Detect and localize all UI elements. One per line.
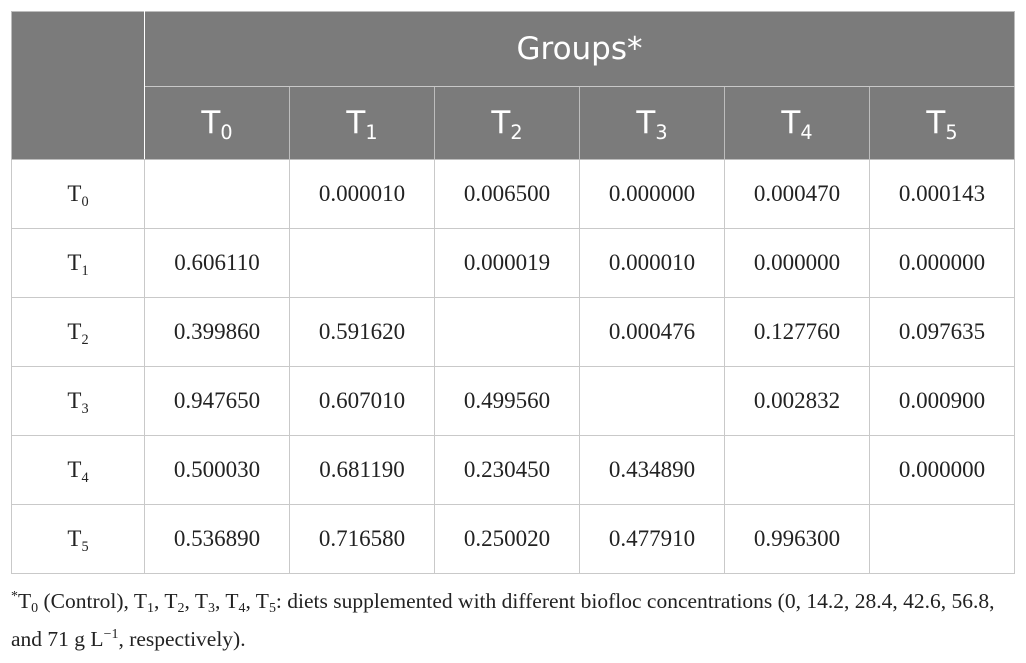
value-cell: 0.000000 (869, 435, 1015, 505)
value-cell: 0.000010 (289, 159, 435, 229)
row-label-t5: T5 (11, 504, 145, 574)
footnote-text: (Control), T (38, 589, 147, 613)
row-label-sub: 3 (81, 400, 89, 417)
footnote-sub: 0 (31, 601, 39, 617)
value-cell: 0.127760 (724, 297, 870, 367)
value-cell (289, 228, 435, 298)
table-row: T0 0.000010 0.006500 0.000000 0.000470 0.0001… (11, 159, 1015, 229)
column-header-sub: 1 (365, 120, 378, 144)
value-cell: 0.000470 (724, 159, 870, 229)
footnote-sub: 1 (147, 601, 154, 617)
row-label-sub: 2 (81, 331, 89, 348)
row-label-base: T (67, 388, 82, 413)
column-header-t4: T4 (724, 86, 870, 160)
value-cell: 0.591620 (289, 297, 435, 367)
value-cell: 0.399860 (144, 297, 290, 367)
value-cell: 0.477910 (579, 504, 725, 574)
value-cell: 0.607010 (289, 366, 435, 436)
value-cell: 0.000000 (724, 228, 870, 298)
footnote-text: : diets supplemented with different biof… (11, 589, 995, 651)
value-cell: 0.000019 (434, 228, 580, 298)
value-cell: 0.606110 (144, 228, 290, 298)
footnote-sub: 3 (207, 601, 215, 617)
value-cell: 0.947650 (144, 366, 290, 436)
table-footnote: *T0 (Control), T1, T2, T3, T4, T5: diets… (11, 584, 1021, 660)
column-header-sub: 4 (800, 120, 813, 144)
value-cell (434, 297, 580, 367)
footnote-sub: 5 (268, 601, 276, 617)
value-cell (724, 435, 870, 505)
table-row: T4 0.500030 0.681190 0.230450 0.434890 0.0000… (11, 435, 1015, 505)
column-header-t5: T5 (869, 86, 1015, 160)
footnote-text: T (17, 589, 32, 613)
value-cell: 0.230450 (434, 435, 580, 505)
row-label-sub: 1 (81, 262, 89, 279)
column-header-base: T (346, 105, 366, 141)
table-row: T1 0.606110 0.000019 0.000010 0.000000 0.0000… (11, 228, 1015, 298)
value-cell: 0.000900 (869, 366, 1015, 436)
footnote-marker: * (11, 589, 18, 605)
value-cell: 0.097635 (869, 297, 1015, 367)
column-header-sub: 3 (655, 120, 668, 144)
value-cell: 0.000010 (579, 228, 725, 298)
footnote-text: , T (214, 589, 239, 613)
footnote-text: , T (153, 589, 178, 613)
value-cell (869, 504, 1015, 574)
footnote-text: , T (184, 589, 208, 613)
column-header-sub: 5 (945, 120, 958, 144)
row-label-t2: T2 (11, 297, 145, 367)
row-label-base: T (67, 181, 82, 206)
column-header-t3: T3 (579, 86, 725, 160)
row-label-base: T (67, 457, 82, 482)
footnote-unit-sup: −1 (103, 627, 119, 643)
row-label-t1: T1 (11, 228, 145, 298)
row-label-t0: T0 (11, 159, 145, 229)
value-cell (579, 366, 725, 436)
row-label-sub: 4 (81, 469, 89, 486)
row-label-sub: 5 (81, 538, 89, 555)
row-label-t4: T4 (11, 435, 145, 505)
footnote-sub: 2 (177, 601, 185, 617)
value-cell: 0.996300 (724, 504, 870, 574)
column-header-base: T (491, 105, 511, 141)
value-cell: 0.002832 (724, 366, 870, 436)
table-row: T2 0.399860 0.591620 0.000476 0.127760 0.0976… (11, 297, 1015, 367)
value-cell: 0.499560 (434, 366, 580, 436)
table-row: T5 0.536890 0.716580 0.250020 0.477910 0.9963… (11, 504, 1015, 574)
column-header-t1: T1 (289, 86, 435, 160)
value-cell: 0.681190 (289, 435, 435, 505)
groups-header: Groups* (144, 11, 1015, 87)
table-row: T3 0.947650 0.607010 0.499560 0.002832 0.0009… (11, 366, 1015, 436)
comparison-table: Groups* T0 T1 T2 T3 T4 T5 T0 0.000010 0.006500 0… (11, 11, 1015, 574)
value-cell: 0.500030 (144, 435, 290, 505)
row-label-t3: T3 (11, 366, 145, 436)
row-label-sub: 0 (81, 193, 89, 210)
column-header-sub: 2 (510, 120, 523, 144)
column-header-t0: T0 (144, 86, 290, 160)
column-header-t2: T2 (434, 86, 580, 160)
value-cell: 0.000000 (579, 159, 725, 229)
value-cell: 0.000000 (869, 228, 1015, 298)
column-header-base: T (926, 105, 946, 141)
value-cell (144, 159, 290, 229)
column-header-base: T (636, 105, 656, 141)
value-cell: 0.000476 (579, 297, 725, 367)
corner-header-cell (11, 11, 145, 160)
column-header-sub: 0 (220, 120, 233, 144)
value-cell: 0.000143 (869, 159, 1015, 229)
column-header-base: T (201, 105, 221, 141)
footnote-text: , respectively). (118, 627, 246, 651)
value-cell: 0.006500 (434, 159, 580, 229)
value-cell: 0.536890 (144, 504, 290, 574)
row-label-base: T (67, 319, 82, 344)
row-label-base: T (67, 526, 82, 551)
column-header-base: T (781, 105, 801, 141)
value-cell: 0.716580 (289, 504, 435, 574)
footnote-text: , T (245, 589, 269, 613)
row-label-base: T (67, 250, 82, 275)
footnote-sub: 4 (238, 601, 246, 617)
value-cell: 0.434890 (579, 435, 725, 505)
value-cell: 0.250020 (434, 504, 580, 574)
